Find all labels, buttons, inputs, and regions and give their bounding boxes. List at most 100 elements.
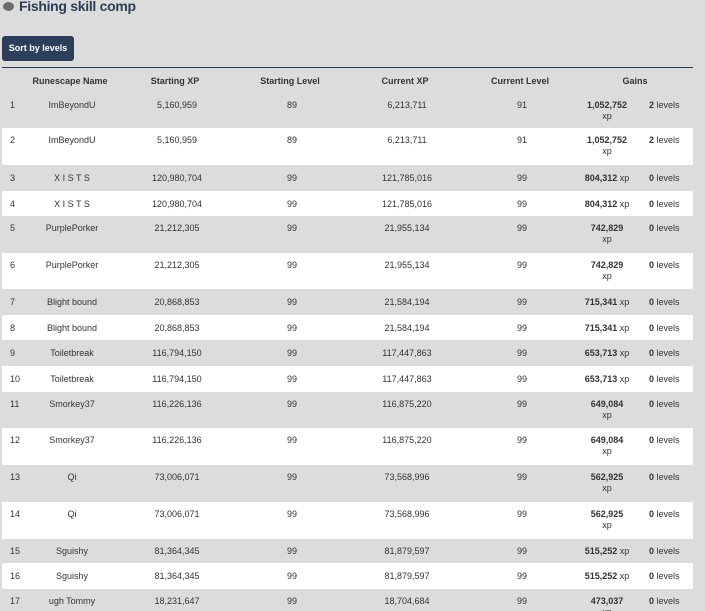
gains-xp: 562,925 xp	[582, 509, 632, 531]
runescape-name: ImBeyondU	[48, 100, 96, 110]
column-header: Current XP	[381, 76, 429, 86]
gains-xp-value: 515,252	[584, 571, 618, 581]
xp-unit: xp	[602, 607, 612, 611]
runescape-name: Toiletbreak	[50, 348, 94, 358]
levels-unit: levels	[656, 135, 680, 145]
sort-button[interactable]: Sort by levels	[2, 36, 74, 61]
gains-xp: 653,713 xp	[582, 374, 632, 385]
gains-levels-value: 0	[649, 323, 655, 333]
xp-unit: xp	[619, 374, 630, 384]
runescape-name: X I S T S	[54, 199, 90, 209]
starting-xp: 120,980,704	[151, 173, 203, 183]
xp-unit: xp	[619, 571, 630, 581]
gains-xp: 515,252 xp	[582, 571, 632, 582]
xp-unit: xp	[619, 348, 630, 358]
levels-unit: levels	[656, 173, 680, 183]
runescape-name: Qi	[67, 509, 77, 519]
starting-xp: 73,006,071	[154, 509, 200, 519]
levels-unit: levels	[656, 399, 680, 409]
runescape-name: Sguishy	[55, 546, 89, 556]
row-number: 7	[10, 297, 16, 307]
xp-unit: xp	[619, 199, 630, 209]
gains-levels: 2 levels	[649, 135, 680, 145]
levels-unit: levels	[656, 199, 680, 209]
starting-xp: 81,364,345	[154, 546, 200, 556]
gains-xp: 473,037xp	[582, 596, 632, 611]
starting-xp: 5,160,959	[156, 135, 198, 145]
current-xp: 21,584,194	[384, 297, 430, 307]
gains-levels: 0 levels	[649, 399, 680, 409]
starting-xp: 81,364,345	[154, 571, 200, 581]
starting-level: 99	[286, 399, 297, 409]
gains-levels: 0 levels	[649, 571, 680, 581]
gains-levels: 0 levels	[649, 374, 680, 384]
current-level: 99	[516, 348, 527, 358]
table-row: 9 Toiletbreak 116,794,150 99 117,447,863 99 65…	[2, 340, 693, 366]
xp-unit: xp	[619, 546, 630, 556]
gains-levels: 0 levels	[649, 173, 680, 183]
starting-xp: 21,212,305	[154, 223, 200, 233]
xp-unit: xp	[602, 483, 612, 493]
row-number: 17	[10, 596, 21, 606]
current-xp: 121,785,016	[381, 173, 433, 183]
column-header: Gains	[622, 76, 648, 86]
xp-unit: xp	[619, 173, 630, 183]
current-xp: 116,875,220	[382, 399, 432, 409]
xp-unit: xp	[602, 271, 612, 281]
current-xp: 117,447,863	[382, 348, 432, 358]
levels-unit: levels	[656, 571, 680, 581]
gains-xp: 804,312 xp	[582, 173, 632, 184]
gains-xp-value: 515,252	[584, 546, 618, 556]
starting-level: 99	[286, 472, 297, 482]
fishing-icon	[3, 2, 14, 11]
table-row: 6 PurplePorker 21,212,305 99 21,955,134 99 742…	[2, 253, 693, 289]
gains-levels: 0 levels	[649, 348, 680, 358]
gains-levels: 0 levels	[649, 435, 680, 445]
table-row: 3 X I S T S 120,980,704 99 121,785,016 99 804,…	[2, 165, 693, 191]
current-xp: 21,955,134	[384, 223, 430, 233]
gains-xp: 1,052,752 xp	[582, 135, 632, 157]
current-xp: 117,447,863	[382, 374, 432, 384]
levels-unit: levels	[656, 323, 680, 333]
gains-levels-value: 0	[649, 399, 655, 409]
gains-levels: 0 levels	[649, 509, 680, 519]
gains-levels: 2 levels	[649, 100, 680, 110]
row-number: 1	[10, 100, 16, 110]
starting-xp: 73,006,071	[154, 472, 200, 482]
starting-level: 99	[286, 260, 297, 270]
current-level: 99	[516, 509, 527, 519]
current-xp: 81,879,597	[384, 571, 430, 581]
starting-level: 99	[286, 348, 297, 358]
current-level: 99	[516, 571, 527, 581]
gains-xp-value: 715,341	[584, 323, 618, 333]
table-row: 12 Smorkey37 116,226,136 99 116,875,220 99 649…	[2, 428, 693, 465]
row-number: 11	[10, 399, 20, 409]
table-row: 8 Blight bound 20,868,853 99 21,584,194 99 715…	[2, 315, 693, 340]
starting-xp: 5,160,959	[156, 100, 198, 110]
starting-level: 99	[286, 571, 297, 581]
current-xp: 6,213,711	[387, 100, 427, 110]
xp-unit: xp	[619, 323, 630, 333]
table-row: 1 ImBeyondU 5,160,959 89 6,213,711 91 1,052,75…	[2, 93, 693, 128]
current-level: 99	[516, 173, 527, 183]
gains-levels: 0 levels	[649, 199, 680, 209]
gains-levels-value: 0	[649, 223, 655, 233]
levels-unit: levels	[656, 348, 680, 358]
levels-unit: levels	[656, 435, 680, 445]
runescape-name: PurplePorker	[45, 260, 99, 270]
starting-xp: 116,226,136	[152, 435, 202, 445]
gains-levels-value: 2	[649, 100, 655, 110]
row-number: 3	[10, 173, 16, 183]
gains-levels: 0 levels	[649, 223, 680, 233]
current-level: 99	[516, 472, 527, 482]
gains-levels-value: 0	[649, 374, 655, 384]
starting-xp: 20,868,853	[154, 297, 200, 307]
row-number: 8	[10, 323, 16, 333]
gains-xp-value: 1,052,752	[586, 100, 628, 110]
starting-level: 89	[286, 135, 297, 145]
row-number: 10	[10, 374, 21, 384]
gains-xp: 804,312 xp	[582, 199, 632, 210]
starting-level: 99	[286, 323, 297, 333]
current-level: 99	[516, 435, 527, 445]
